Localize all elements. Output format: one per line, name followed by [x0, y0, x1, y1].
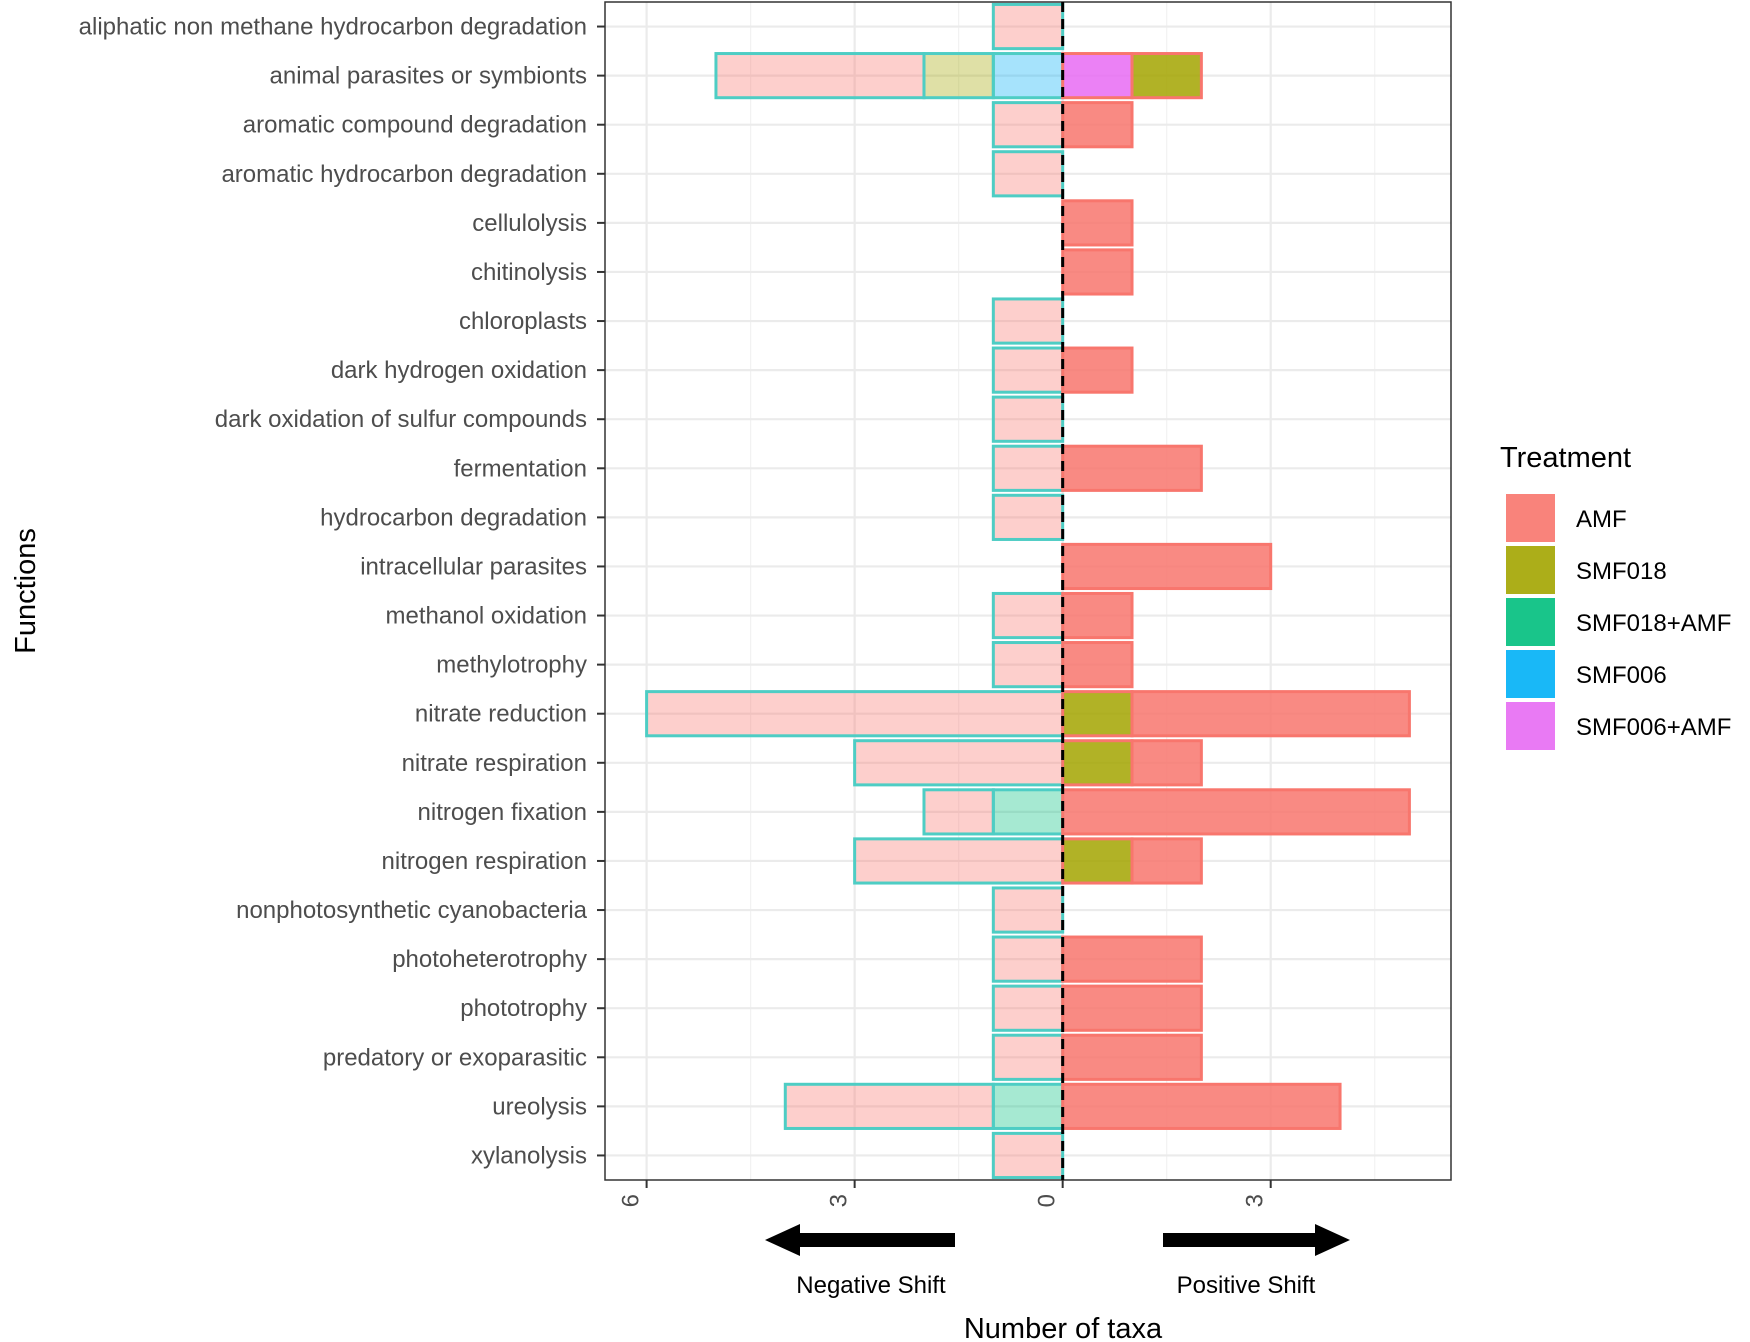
- y-tick-label-chloroplasts: chloroplasts: [459, 308, 587, 335]
- y-tick-label-nitrate-respiration: nitrate respiration: [402, 750, 587, 777]
- bar-negative-amf-dark-oxidation-of-sulfur-compounds: [991, 395, 1065, 443]
- y-tick-label-xylanolysis: xylanolysis: [471, 1142, 587, 1169]
- negative-shift-label: Negative Shift: [796, 1272, 946, 1299]
- bar-positive-amf-aromatic-compound-degradation: [1061, 101, 1134, 149]
- bars: [645, 2, 1411, 1180]
- positive-arrow-head: [1315, 1224, 1350, 1256]
- bar-positive-amf-intracellular-parasites: [1061, 542, 1273, 591]
- bar-positive-amf-chitinolysis: [1061, 248, 1134, 296]
- positive-shift-annotation: Positive Shift: [1163, 1224, 1350, 1299]
- legend-label-smf006: SMF006: [1576, 662, 1667, 689]
- bar-positive-amf-cellulolysis: [1061, 199, 1134, 247]
- legend-key-smf006-amf: [1506, 702, 1555, 750]
- y-tick-label-dark-hydrogen-oxidation: dark hydrogen oxidation: [331, 357, 587, 384]
- x-tick-label: 3: [1242, 1194, 1269, 1207]
- y-tick-label-predatory-or-exoparasitic: predatory or exoparasitic: [323, 1044, 587, 1071]
- x-tick-label: 6: [618, 1194, 645, 1207]
- bar-negative-amf-nonphotosynthetic-cyanobacteria: [991, 886, 1065, 934]
- y-tick-label-nitrogen-fixation: nitrogen fixation: [418, 799, 587, 826]
- bar-negative-amf-nitrate-reduction: [645, 690, 1065, 738]
- bar-positive-smf006-amf-animal-parasites-or-symbionts: [1061, 52, 1134, 100]
- bar-positive-amf-photoheterotrophy: [1061, 935, 1203, 983]
- bar-positive-amf-nitrogen-fixation: [1061, 788, 1411, 836]
- bar-positive-amf-methanol-oxidation: [1061, 591, 1134, 640]
- legend-key-smf018: [1506, 546, 1555, 594]
- bar-negative-amf-dark-hydrogen-oxidation: [991, 346, 1065, 394]
- bar-positive-amf-phototrophy: [1061, 984, 1203, 1032]
- x-axis-title: Number of taxa: [964, 1313, 1163, 1342]
- bar-negative-amf-fermentation: [991, 444, 1065, 492]
- bar-negative-amf-aromatic-hydrocarbon-degradation: [991, 150, 1065, 198]
- y-tick-label-aliphatic-non-methane-hydrocarbon-degradation: aliphatic non methane hydrocarbon degrad…: [79, 14, 587, 41]
- positive-shift-label: Positive Shift: [1177, 1272, 1316, 1299]
- y-tick-label-photoheterotrophy: photoheterotrophy: [392, 946, 587, 973]
- bar-negative-smf018-amf-ureolysis: [991, 1082, 1065, 1130]
- negative-shift-annotation: Negative Shift: [765, 1224, 955, 1299]
- panel-border: [604, 1, 1452, 1181]
- bar-positive-amf-nitrate-reduction: [1130, 690, 1411, 738]
- y-tick-label-aromatic-hydrocarbon-degradation: aromatic hydrocarbon degradation: [221, 161, 587, 188]
- legend-label-smf018-amf: SMF018+AMF: [1576, 610, 1731, 637]
- bar-negative-amf-phototrophy: [991, 984, 1065, 1032]
- y-tick-label-ureolysis: ureolysis: [492, 1093, 587, 1120]
- legend-title: Treatment: [1500, 442, 1631, 474]
- legend: Treatment AMF SMF018 SMF018+AMF SMF006 SMF00…: [1500, 442, 1731, 750]
- bar-positive-amf-ureolysis: [1061, 1082, 1342, 1130]
- legend-key-smf018-amf: [1506, 598, 1555, 646]
- bar-positive-smf018-nitrogen-respiration: [1061, 837, 1134, 885]
- bar-positive-amf-fermentation: [1061, 444, 1203, 492]
- y-tick-label-fermentation: fermentation: [454, 455, 587, 482]
- bar-positive-smf018-animal-parasites-or-symbionts: [1130, 52, 1203, 100]
- bar-negative-amf-methylotrophy: [991, 641, 1065, 689]
- bar-negative-amf-aliphatic-non-methane-hydrocarbon-degradation: [991, 2, 1065, 51]
- bar-positive-smf018-nitrate-reduction: [1061, 690, 1134, 738]
- y-tick-label-nitrate-reduction: nitrate reduction: [415, 701, 587, 728]
- y-tick-label-aromatic-compound-degradation: aromatic compound degradation: [243, 112, 587, 139]
- y-tick-label-animal-parasites-or-symbionts: animal parasites or symbionts: [270, 63, 587, 90]
- legend-key-amf: [1506, 494, 1555, 542]
- bar-negative-smf006-animal-parasites-or-symbionts: [991, 52, 1065, 100]
- bar-positive-amf-nitrate-respiration: [1130, 739, 1203, 787]
- y-tick-label-chitinolysis: chitinolysis: [471, 259, 587, 286]
- bar-negative-amf-photoheterotrophy: [991, 935, 1065, 983]
- y-tick-label-methanol-oxidation: methanol oxidation: [386, 603, 587, 630]
- y-tick-label-nitrogen-respiration: nitrogen respiration: [382, 848, 587, 875]
- bar-negative-amf-nitrogen-fixation: [922, 788, 995, 836]
- bar-negative-amf-animal-parasites-or-symbionts: [714, 52, 926, 100]
- bar-negative-amf-nitrogen-respiration: [853, 837, 1065, 885]
- x-tick-label: 0: [1034, 1194, 1061, 1207]
- bar-negative-amf-methanol-oxidation: [991, 591, 1065, 640]
- bar-positive-amf-nitrogen-respiration: [1130, 837, 1203, 885]
- bar-positive-amf-predatory-or-exoparasitic: [1061, 1033, 1203, 1081]
- legend-label-smf006-amf: SMF006+AMF: [1576, 714, 1731, 741]
- bar-negative-amf-hydrocarbon-degradation: [991, 493, 1065, 541]
- y-tick-label-hydrocarbon-degradation: hydrocarbon degradation: [320, 504, 587, 531]
- bar-positive-amf-dark-hydrogen-oxidation: [1061, 346, 1134, 394]
- y-axis-title: Functions: [10, 528, 42, 654]
- bar-negative-amf-xylanolysis: [991, 1131, 1065, 1180]
- bar-negative-amf-nitrate-respiration: [853, 739, 1065, 787]
- y-axis-categories: aliphatic non methane hydrocarbon degrad…: [79, 14, 605, 1169]
- bar-negative-amf-ureolysis: [783, 1082, 995, 1130]
- bar-negative-amf-chloroplasts: [991, 297, 1065, 345]
- negative-arrow-head: [765, 1224, 800, 1256]
- bar-negative-smf018-amf-nitrogen-fixation: [991, 788, 1065, 836]
- bar-positive-smf018-nitrate-respiration: [1061, 739, 1134, 787]
- legend-label-amf: AMF: [1576, 506, 1627, 533]
- y-tick-label-cellulolysis: cellulolysis: [472, 210, 587, 237]
- legend-label-smf018: SMF018: [1576, 558, 1667, 585]
- bar-positive-amf-methylotrophy: [1061, 641, 1134, 689]
- x-axis-ticks: 6 3 0 3: [618, 1180, 1272, 1207]
- y-tick-label-dark-oxidation-of-sulfur-compounds: dark oxidation of sulfur compounds: [215, 406, 587, 433]
- legend-key-smf006: [1506, 650, 1555, 698]
- y-tick-label-methylotrophy: methylotrophy: [436, 652, 587, 679]
- bar-negative-amf-aromatic-compound-degradation: [991, 101, 1065, 149]
- x-tick-label: 3: [826, 1194, 853, 1207]
- y-tick-label-phototrophy: phototrophy: [460, 995, 587, 1022]
- y-tick-label-nonphotosynthetic-cyanobacteria: nonphotosynthetic cyanobacteria: [236, 897, 588, 924]
- bar-negative-amf-predatory-or-exoparasitic: [991, 1033, 1065, 1081]
- bar-negative-smf018-animal-parasites-or-symbionts: [922, 52, 995, 100]
- y-tick-label-intracellular-parasites: intracellular parasites: [360, 553, 587, 580]
